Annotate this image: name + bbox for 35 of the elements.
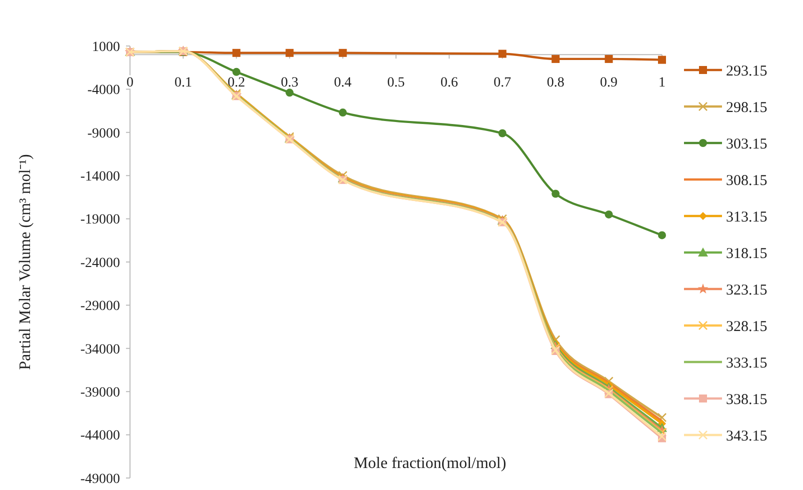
x-tick-label: 0.4 [334, 76, 352, 91]
y-tick-label: 1000 [92, 40, 120, 55]
legend-label: 323.15 [726, 282, 768, 298]
legend-label: 328.15 [726, 318, 768, 335]
y-tick-label: -39000 [80, 386, 120, 400]
y-tick-label: -9000 [87, 126, 120, 142]
legend-label: 303.15 [726, 136, 768, 152]
y-tick-label: -29000 [80, 299, 120, 314]
x-axis-title: Mole fraction(mol/mol) [354, 455, 506, 472]
x-tick-label: 0.8 [546, 76, 564, 91]
x-tick-label: 0.9 [600, 76, 618, 91]
x-tick-label: 0.2 [228, 76, 246, 91]
legend-label: 313.15 [726, 209, 768, 226]
y-tick-label: -24000 [80, 256, 120, 271]
legend-label: 298.15 [726, 100, 768, 116]
y-tick-label: -49000 [80, 472, 120, 487]
x-tick-label: 0.7 [494, 76, 512, 91]
y-tick-label: -44000 [80, 428, 120, 444]
legend-label: 318.15 [726, 246, 768, 262]
legend-label: 308.15 [726, 172, 768, 189]
y-tick-label: -34000 [80, 342, 120, 358]
y-tick-label: -4000 [87, 83, 120, 98]
x-tick-label: 0 [126, 76, 134, 91]
x-tick-label: 0.5 [387, 76, 405, 91]
y-tick-label: -19000 [80, 212, 120, 228]
y-tick-label: -14000 [80, 170, 120, 184]
y-axis-title: Partial Molar Volume (cm³ mol⁻¹) [17, 154, 34, 370]
x-tick-label: 1 [658, 76, 666, 91]
legend-label: 338.15 [726, 392, 768, 408]
x-tick-label: 0.6 [440, 76, 458, 91]
legend-label: 293.15 [726, 63, 768, 80]
legend-label: 343.15 [726, 428, 768, 444]
x-tick-label: 0.1 [174, 76, 192, 91]
legend-label: 333.15 [726, 355, 768, 372]
x-tick-label: 0.3 [280, 76, 298, 91]
